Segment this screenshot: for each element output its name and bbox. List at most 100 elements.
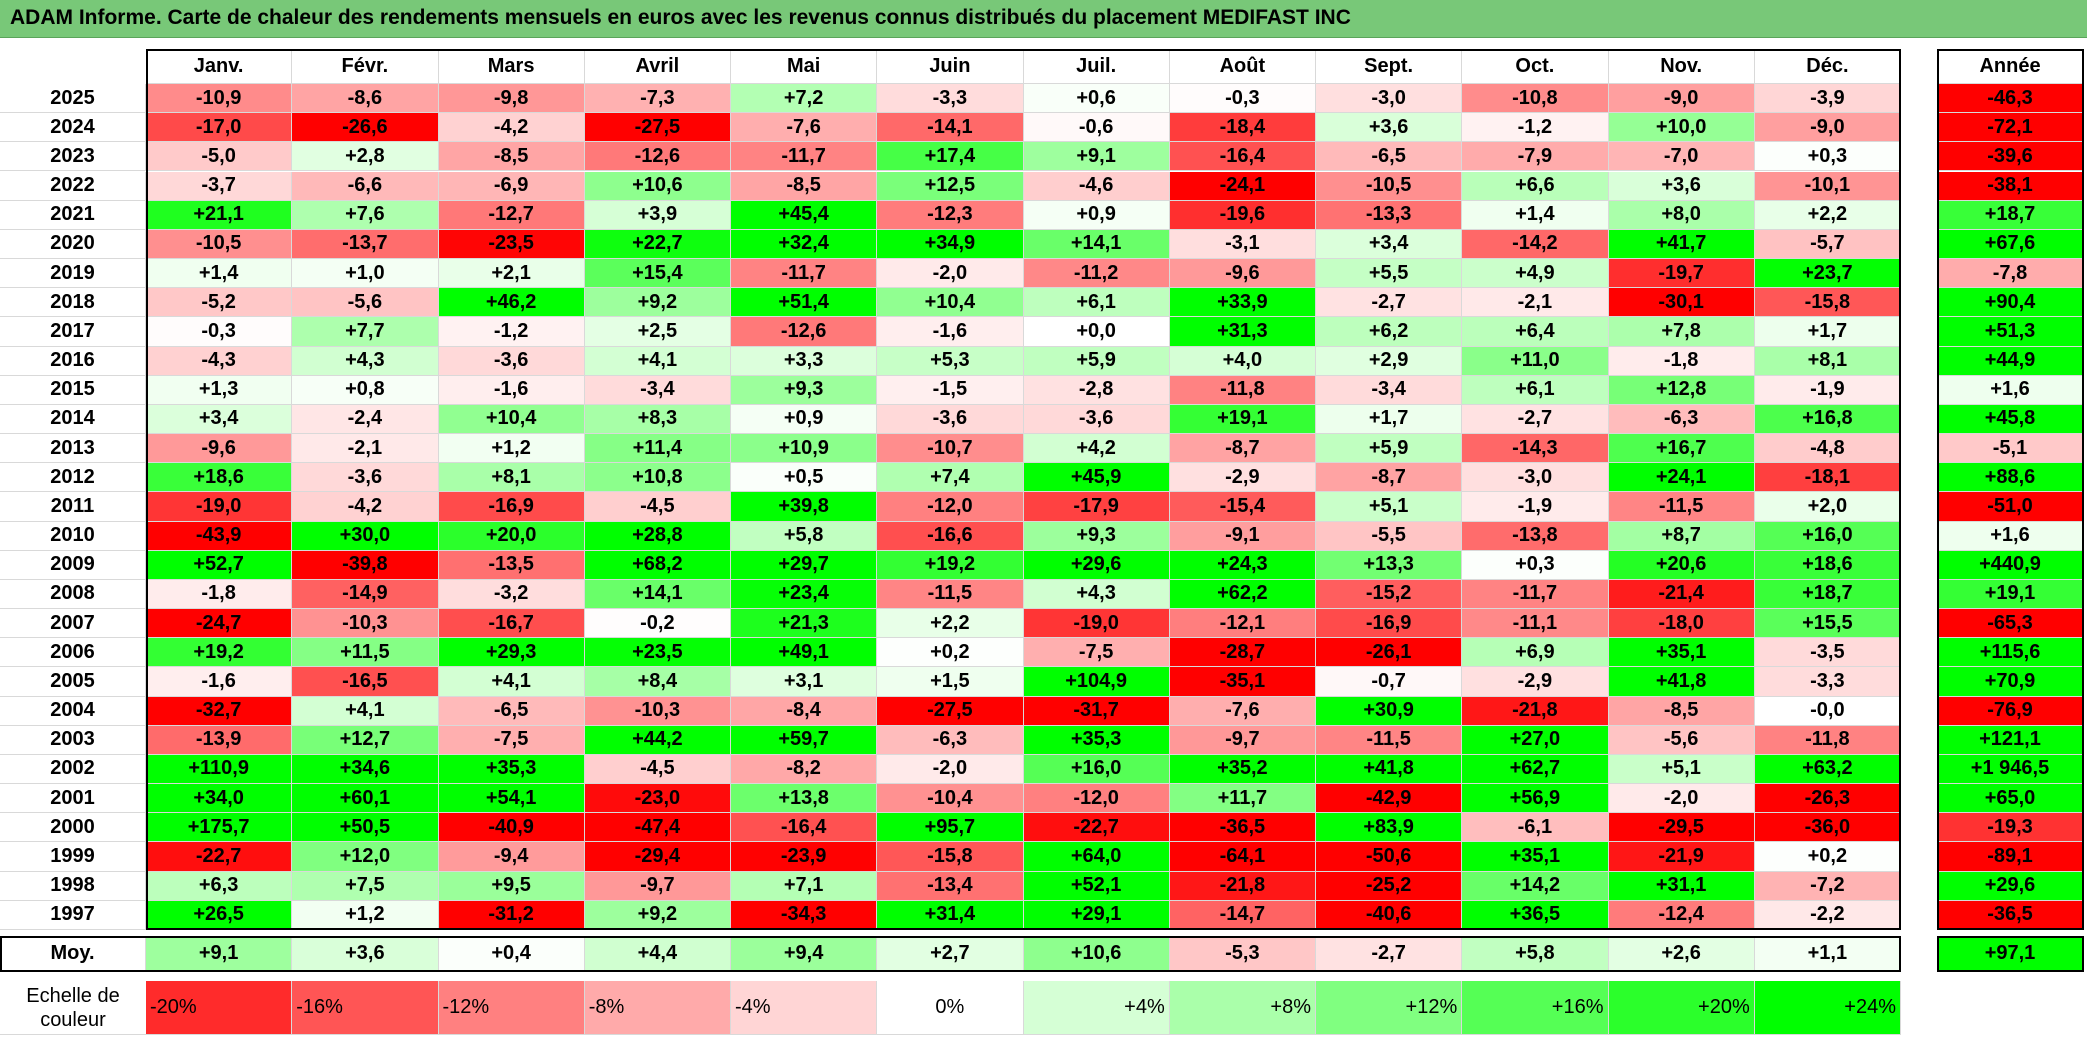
heatmap-cell: -28,7 (1169, 638, 1316, 668)
heatmap-cell: -22,7 (146, 842, 293, 872)
legend-step: -12% (438, 981, 585, 1035)
heatmap-cell: -7,6 (731, 113, 878, 143)
heatmap-cell: -11,2 (1023, 259, 1170, 289)
heatmap-cell: -2,9 (1169, 463, 1316, 493)
heatmap-cell: -12,6 (731, 317, 878, 347)
heatmap-cell: +11,7 (1169, 784, 1316, 814)
heatmap-cell: -9,7 (1169, 725, 1316, 755)
heatmap-cell: -12,0 (877, 492, 1024, 522)
annee-header: Année (1937, 49, 2084, 84)
heatmap-cell: -21,9 (1608, 842, 1755, 872)
heatmap-cell: -5,2 (146, 288, 293, 318)
heatmap-cell: +23,4 (731, 579, 878, 610)
annee-cell: +29,6 (1937, 871, 2084, 901)
annee-cell: +90,4 (1937, 288, 2084, 318)
legend-step: -4% (731, 981, 878, 1035)
heatmap-cell: +54,1 (438, 784, 585, 814)
heatmap-cell: -16,6 (877, 521, 1024, 551)
legend-step-label: 0% (935, 996, 965, 1018)
heatmap-cell: -15,4 (1169, 492, 1316, 522)
legend-step-label: +4% (1124, 996, 1165, 1018)
average-cell: +5,8 (1462, 935, 1609, 972)
heatmap-cell: +4,1 (438, 667, 585, 697)
heatmap-cell: +56,9 (1462, 784, 1609, 814)
heatmap-cell: -9,8 (438, 84, 585, 114)
heatmap-cell: +17,4 (877, 142, 1024, 172)
heatmap-cell: -8,5 (438, 142, 585, 172)
heatmap-cell: -11,5 (877, 579, 1024, 610)
year-label: 2015 (0, 375, 146, 405)
heatmap-cell: -7,0 (1608, 142, 1755, 172)
heatmap-cell: +41,8 (1608, 667, 1755, 697)
heatmap-cell: -13,5 (438, 550, 585, 580)
heatmap-cell: +6,6 (1462, 171, 1609, 201)
year-label: 2013 (0, 434, 146, 464)
heatmap-cell: -14,7 (1169, 900, 1316, 930)
heatmap-cell: +33,9 (1169, 288, 1316, 318)
heatmap-cell: -3,6 (1023, 404, 1170, 435)
heatmap-cell: +10,0 (1608, 113, 1755, 143)
heatmap-cell: +1,5 (877, 667, 1024, 697)
heatmap-cell: +11,4 (584, 434, 731, 464)
heatmap-cell: -8,5 (1608, 696, 1755, 726)
heatmap-cell: +29,6 (1023, 550, 1170, 580)
heatmap-cell: -9,0 (1608, 84, 1755, 114)
heatmap-cell: -6,5 (438, 696, 585, 726)
legend-step: +16% (1462, 981, 1609, 1035)
heatmap-cell: -2,1 (1462, 288, 1609, 318)
heatmap-cell: -0,3 (146, 317, 293, 347)
heatmap-cell: +0,0 (1023, 317, 1170, 347)
heatmap-cell: +3,6 (1608, 171, 1755, 201)
average-cell: +2,7 (877, 935, 1024, 972)
heatmap-cell: +64,0 (1023, 842, 1170, 872)
heatmap-cell: +51,4 (731, 288, 878, 318)
heatmap-cell: +5,1 (1608, 754, 1755, 785)
heatmap-cell: +9,5 (438, 871, 585, 901)
legend-step: -20% (146, 981, 293, 1035)
heatmap-cell: +26,5 (146, 900, 293, 930)
heatmap-cell: -2,8 (1023, 375, 1170, 405)
heatmap-cell: -3,6 (877, 404, 1024, 435)
heatmap-cell: +2,9 (1316, 346, 1463, 376)
heatmap-cell: +35,2 (1169, 754, 1316, 785)
legend-step-label: +16% (1551, 996, 1604, 1018)
heatmap-cell: -32,7 (146, 696, 293, 726)
heatmap-cell: -8,7 (1169, 434, 1316, 464)
month-header: Juil. (1023, 49, 1170, 84)
year-label: 2008 (0, 579, 146, 610)
heatmap-cell: -4,2 (292, 492, 439, 522)
heatmap-cell: +4,3 (292, 346, 439, 376)
annee-cell: +115,6 (1937, 638, 2084, 668)
legend-label-line2: couleur (40, 1008, 106, 1031)
heatmap-cell: -64,1 (1169, 842, 1316, 872)
annee-cell: +44,9 (1937, 346, 2084, 376)
heatmap-cell: +4,3 (1023, 579, 1170, 610)
heatmap-cell: +6,1 (1462, 375, 1609, 405)
year-label: 2002 (0, 754, 146, 785)
heatmap-cell: -7,5 (1023, 638, 1170, 668)
year-label: 2022 (0, 171, 146, 201)
legend-step: -16% (292, 981, 439, 1035)
heatmap-cell: -3,9 (1754, 84, 1901, 114)
heatmap-cell: +5,9 (1023, 346, 1170, 376)
heatmap-cell: -2,1 (292, 434, 439, 464)
annee-cell: -19,3 (1937, 813, 2084, 843)
heatmap-cell: -11,7 (731, 142, 878, 172)
annee-cell: +1 946,5 (1937, 754, 2084, 785)
heatmap-cell: +34,6 (292, 754, 439, 785)
heatmap-cell: +19,2 (877, 550, 1024, 580)
annee-cell: -72,1 (1937, 113, 2084, 143)
year-label: 2018 (0, 288, 146, 318)
average-cell: +4,4 (584, 935, 731, 972)
heatmap-cell: -18,4 (1169, 113, 1316, 143)
heatmap-cell: -3,6 (438, 346, 585, 376)
average-annee-cell: +97,1 (1937, 935, 2084, 972)
average-cell: +9,1 (146, 935, 293, 972)
heatmap-cell: +2,1 (438, 259, 585, 289)
heatmap-cell: +41,8 (1316, 754, 1463, 785)
heatmap-cell: -17,0 (146, 113, 293, 143)
annee-cell: -76,9 (1937, 696, 2084, 726)
heatmap-cell: +16,0 (1023, 754, 1170, 785)
annee-cell: +19,1 (1937, 579, 2084, 610)
heatmap-cell: +3,3 (731, 346, 878, 376)
